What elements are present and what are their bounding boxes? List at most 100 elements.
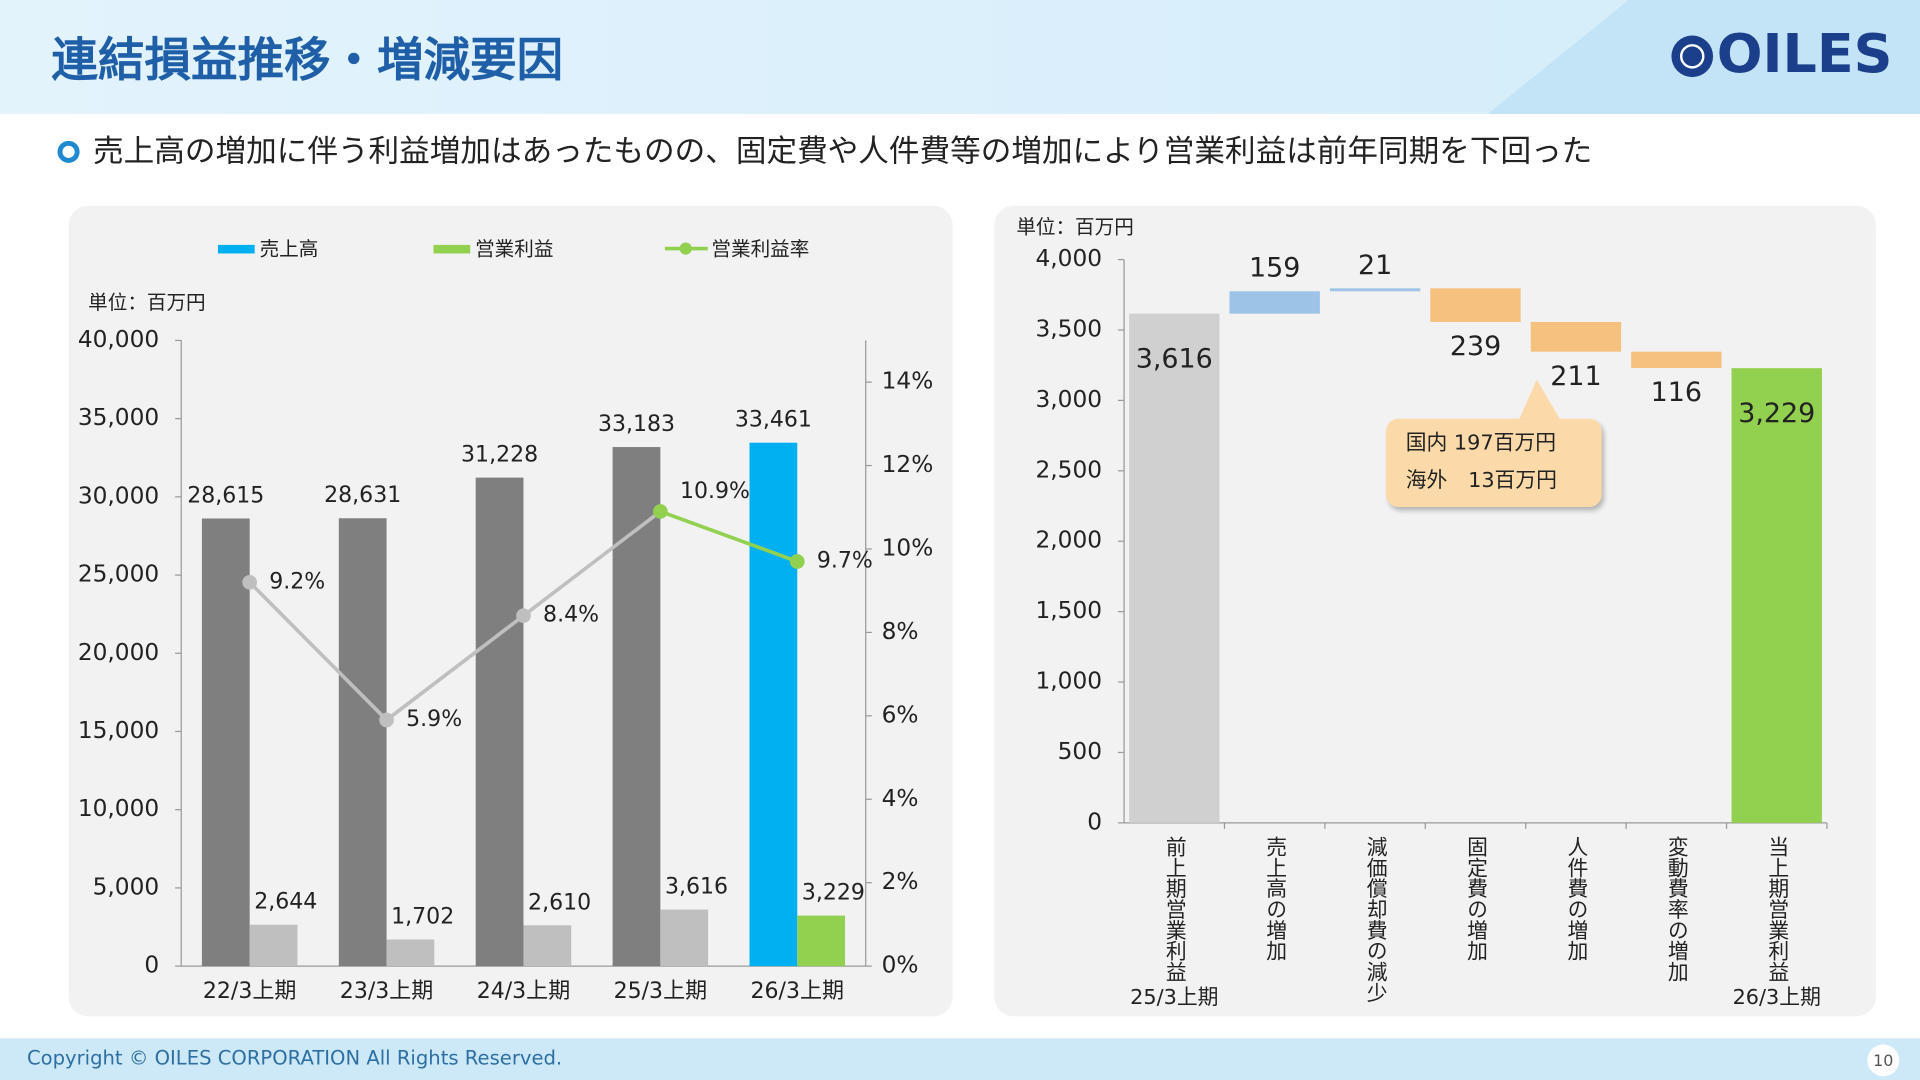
bar [475, 477, 524, 967]
data-label: 33,183 [598, 412, 675, 437]
bar [1530, 321, 1622, 352]
y-tick-label: 3,500 [1035, 316, 1102, 343]
y-tick-label: 0 [1087, 808, 1102, 835]
data-label: 211 [1550, 361, 1601, 392]
axis-title: 単位：百万円 [88, 291, 205, 314]
slide-title: 連結損益推移・増減要因 [51, 33, 563, 87]
legend-swatch [217, 244, 255, 254]
x-tick-label: 23/3上期 [340, 979, 434, 1004]
line-marker [516, 608, 531, 624]
line-marker [242, 575, 258, 590]
footer-band [0, 1038, 1920, 1080]
bar [1229, 291, 1320, 314]
data-label: 159 [1249, 253, 1300, 284]
line-segment [659, 509, 798, 564]
data-label: 21 [1358, 250, 1392, 281]
logo-icon [1671, 35, 1714, 78]
line-marker [653, 504, 668, 519]
bar [249, 924, 298, 967]
callout [1386, 418, 1602, 507]
x-tick-label: 当上期営業利益 [1765, 836, 1789, 982]
data-label: 2,644 [254, 890, 317, 915]
data-label: 28,631 [324, 483, 401, 508]
y-tick-label: 0% [882, 952, 919, 979]
x-tick-label: 前上期営業利益 [1162, 836, 1186, 982]
legend-label: 営業利益率 [711, 237, 809, 260]
x-tick-label: 変動費率の増加 [1664, 836, 1688, 982]
y-tick-label: 5,000 [93, 873, 160, 900]
y-tick-label: 15,000 [78, 717, 159, 744]
bar [523, 925, 572, 967]
period-label: 25/3上期 [1130, 985, 1218, 1009]
x-tick-label: 固定費の増加 [1464, 836, 1488, 961]
bar [660, 909, 709, 967]
callout-pointer [1518, 379, 1562, 422]
callout-text: 海外 13百万円 [1406, 468, 1557, 492]
line-marker [379, 712, 394, 728]
y-tick-label: 0 [144, 952, 159, 979]
data-label: 3,616 [665, 875, 728, 900]
y-tick-label: 40,000 [78, 326, 159, 353]
bar [1731, 368, 1822, 823]
x-tick-label: 売上高の増加 [1263, 836, 1287, 961]
data-label: 31,228 [461, 443, 538, 468]
y-tick-label: 1,000 [1035, 668, 1102, 695]
data-label: 33,461 [735, 408, 812, 433]
y-tick-label: 10% [882, 534, 934, 561]
logo: OILES [1717, 22, 1893, 85]
y-tick-label: 30,000 [78, 482, 159, 509]
x-tick-label: 22/3上期 [203, 979, 297, 1004]
bar [338, 518, 387, 967]
data-label: 3,229 [802, 881, 865, 906]
y-tick-label: 20,000 [78, 639, 159, 666]
bullet-icon [57, 140, 80, 163]
axis-title: 単位：百万円 [1016, 215, 1133, 238]
data-label: 28,615 [187, 483, 264, 508]
line-segment [522, 509, 662, 618]
bullet-text: 売上高の増加に伴う利益増加はあったものの、固定費や人件費等の増加により営業利益は… [93, 135, 1592, 170]
x-tick-label: 人件費の増加 [1564, 836, 1588, 961]
callout-text: 国内 197百万円 [1406, 430, 1556, 454]
y-tick-label: 4% [882, 785, 919, 812]
legend-label: 売上高 [260, 237, 319, 260]
bar [1430, 288, 1521, 322]
x-tick-label: 24/3上期 [477, 979, 571, 1004]
legend-swatch [433, 244, 471, 254]
bar [1129, 313, 1220, 823]
page-number: 10 [1873, 1051, 1893, 1070]
data-label: 3,616 [1136, 344, 1213, 375]
bar [612, 447, 661, 967]
period-label: 26/3上期 [1733, 985, 1821, 1009]
legend-label: 営業利益 [475, 237, 553, 260]
x-tick-label: 減価償却費の減少 [1363, 836, 1387, 1002]
bar [797, 915, 846, 967]
y-tick-label: 35,000 [78, 404, 159, 431]
y-tick-label: 6% [882, 701, 919, 728]
y-tick-label: 8% [882, 618, 919, 645]
data-label: 116 [1651, 377, 1702, 408]
data-label: 5.9% [406, 707, 462, 732]
data-label: 1,702 [391, 904, 454, 929]
x-tick-label: 25/3上期 [614, 979, 708, 1004]
line-segment [248, 581, 388, 722]
y-tick-label: 4,000 [1035, 245, 1102, 272]
bar [749, 442, 798, 967]
data-label: 9.2% [269, 569, 325, 594]
y-tick-label: 2% [882, 868, 919, 895]
bar [386, 939, 435, 967]
bar [1631, 351, 1722, 369]
page-badge [1867, 1044, 1900, 1077]
bar [1329, 288, 1421, 292]
data-label: 239 [1450, 331, 1501, 362]
logo-icon-ring [1680, 44, 1705, 69]
y-tick-label: 2,000 [1035, 527, 1102, 554]
y-tick-label: 12% [882, 451, 934, 478]
y-tick-label: 1,500 [1035, 597, 1102, 624]
line-segment [385, 614, 525, 722]
legend-swatch [679, 242, 692, 255]
data-label: 8.4% [543, 603, 599, 628]
y-tick-label: 14% [882, 368, 934, 395]
copyright: Copyright © OILES CORPORATION All Rights… [27, 1047, 562, 1070]
